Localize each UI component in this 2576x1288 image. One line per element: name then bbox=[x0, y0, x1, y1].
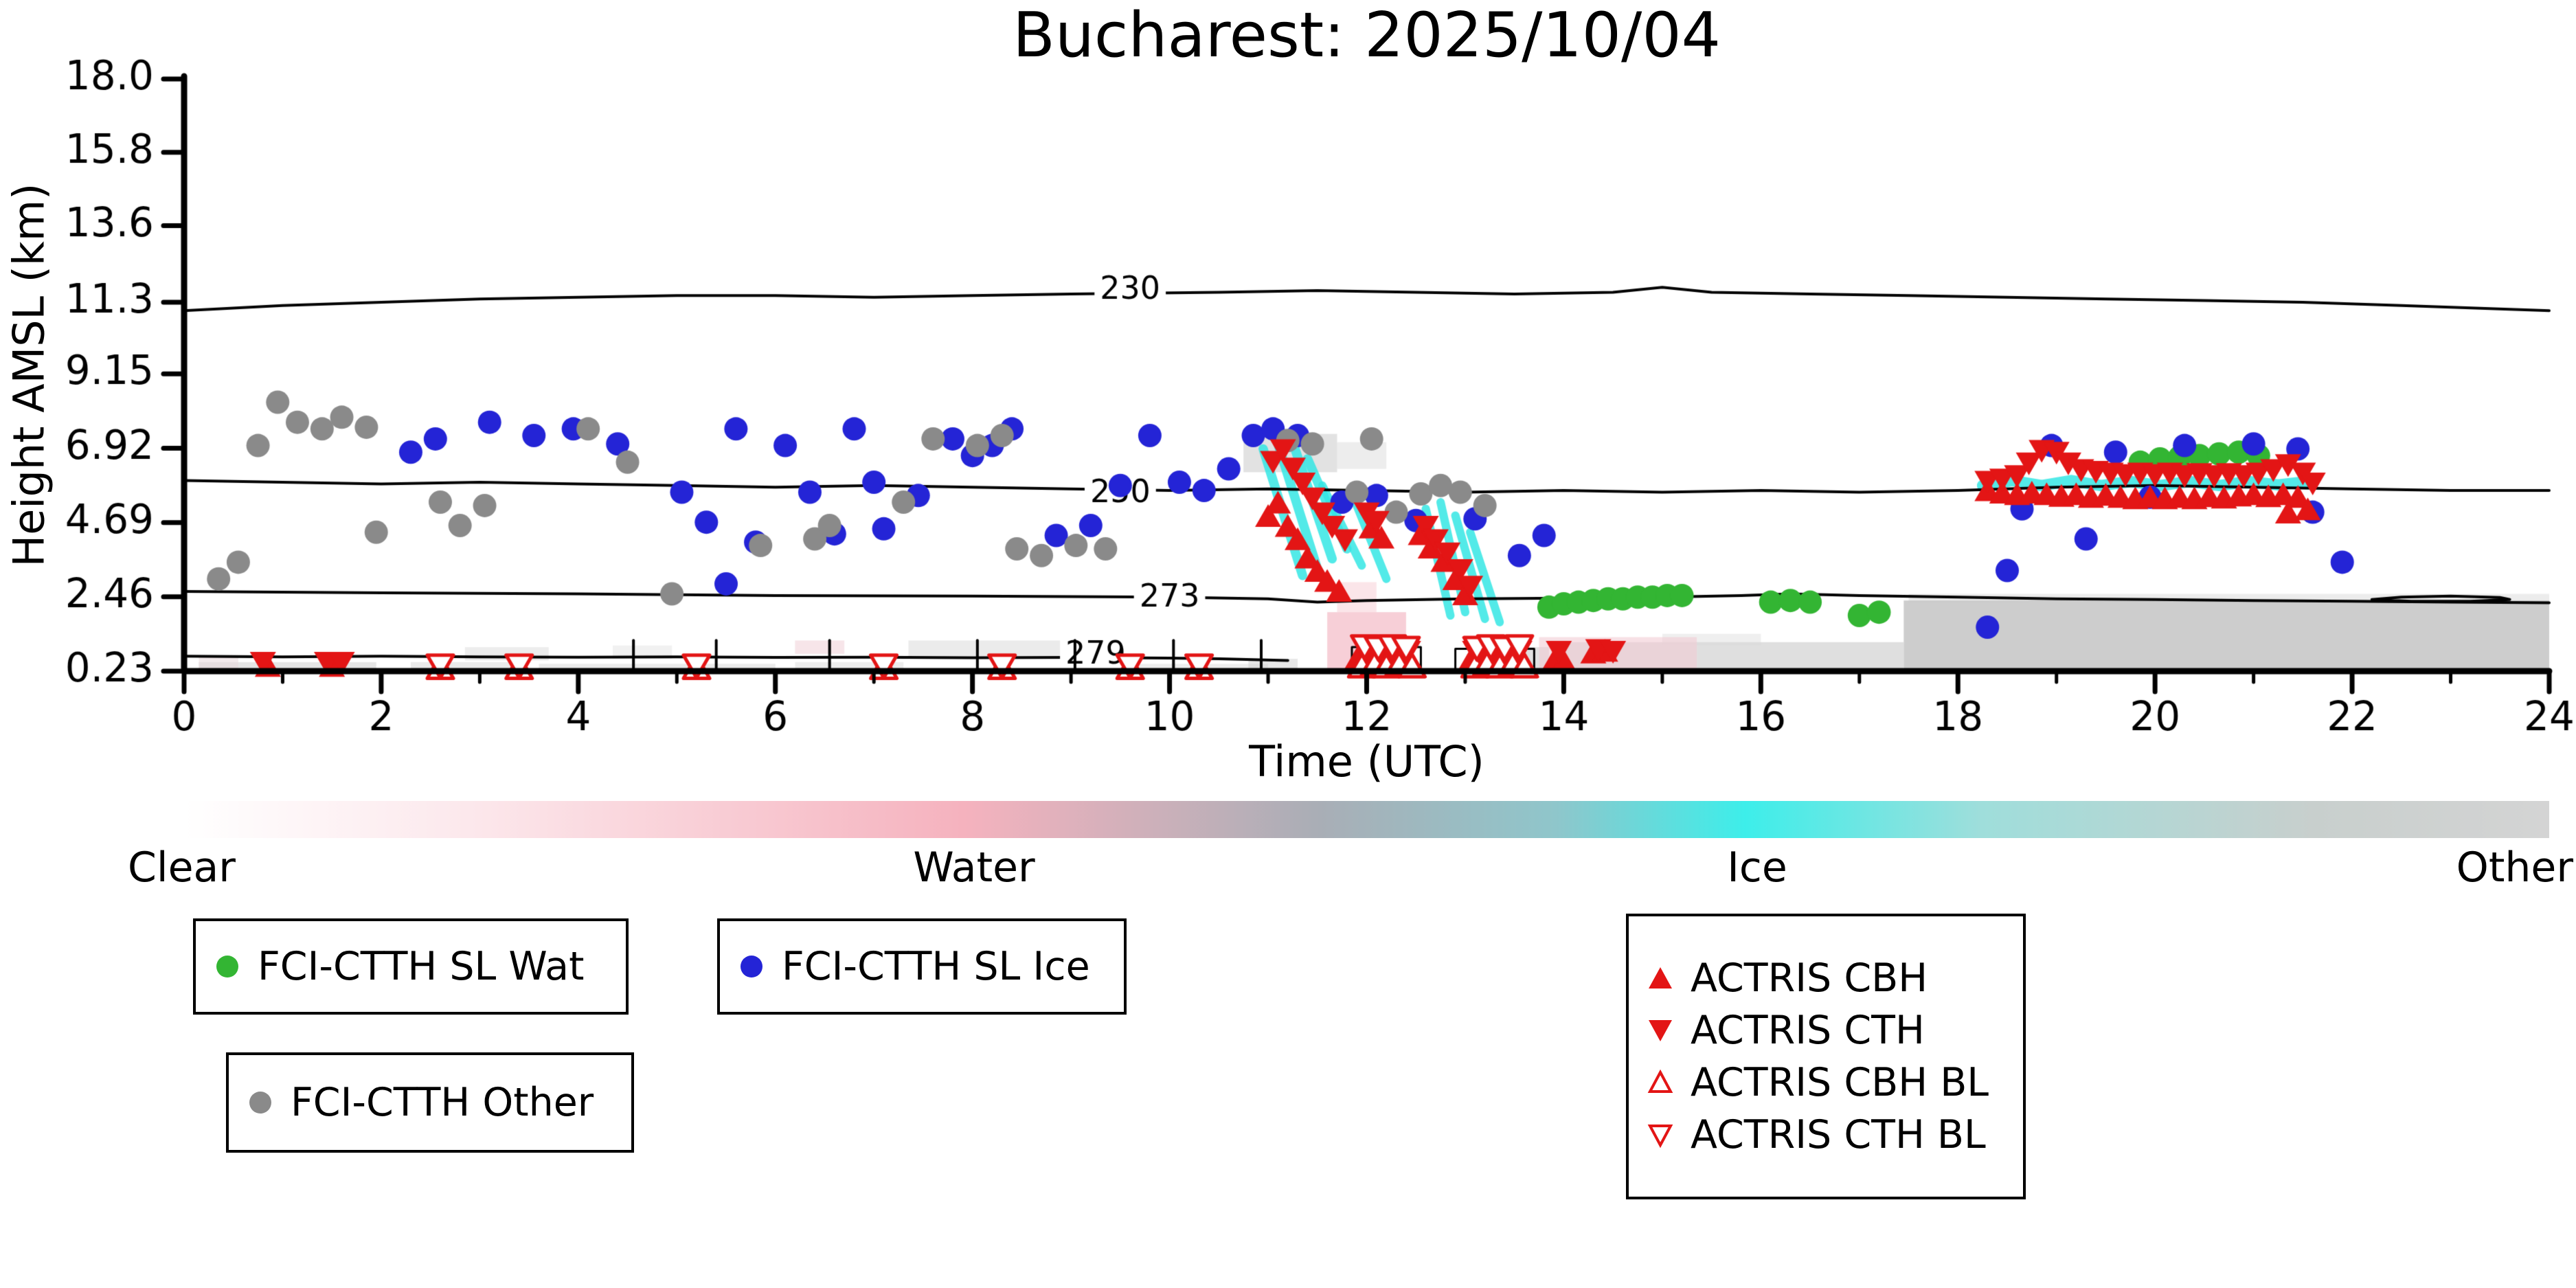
legend-box-sl-ice: FCI-CTTH SL Ice bbox=[717, 918, 1127, 1015]
legend-item-actris-cbh-bl: ACTRIS CBH BL bbox=[1647, 1060, 2005, 1105]
legend-label-other: FCI-CTTH Other bbox=[291, 1080, 594, 1125]
colorbar-label-ice: Ice bbox=[1727, 844, 1787, 892]
legend-label-actris-cbh: ACTRIS CBH bbox=[1691, 956, 1928, 1001]
legend-box-actris: ACTRIS CBH ACTRIS CTH ACTRIS CBH BL ACTR… bbox=[1626, 914, 2026, 1199]
legend-item-sl-wat: FCI-CTTH SL Wat bbox=[214, 944, 608, 989]
x-axis-label: Time (UTC) bbox=[1249, 736, 1484, 787]
legend-box-sl-wat: FCI-CTTH SL Wat bbox=[193, 918, 629, 1015]
red-open-triangle-up-icon bbox=[1647, 1069, 1673, 1093]
blue-circle-marker-icon bbox=[741, 956, 762, 978]
colorbar-label-other: Other bbox=[2456, 844, 2573, 892]
y-axis-label: Height AMSL (km) bbox=[3, 183, 54, 567]
classification-colorbar bbox=[184, 801, 2549, 838]
colorbar-label-water: Water bbox=[913, 844, 1035, 892]
legend-label-actris-cth: ACTRIS CTH bbox=[1691, 1008, 1925, 1053]
red-triangle-down-icon bbox=[1649, 1020, 1672, 1041]
legend-item-sl-ice: FCI-CTTH SL Ice bbox=[738, 944, 1106, 989]
legend-item-actris-cth: ACTRIS CTH bbox=[1647, 1008, 2005, 1053]
legend-label-actris-cbh-bl: ACTRIS CBH BL bbox=[1691, 1060, 1989, 1105]
red-triangle-up-icon bbox=[1649, 967, 1672, 988]
green-circle-marker-icon bbox=[216, 956, 238, 978]
legend-label-sl-wat: FCI-CTTH SL Wat bbox=[258, 944, 585, 989]
legend-item-actris-cbh: ACTRIS CBH bbox=[1647, 956, 2005, 1001]
legend-item-actris-cth-bl: ACTRIS CTH BL bbox=[1647, 1112, 2005, 1157]
legend-box-other: FCI-CTTH Other bbox=[226, 1052, 634, 1153]
legend-label-sl-ice: FCI-CTTH SL Ice bbox=[782, 944, 1090, 989]
red-open-triangle-down-icon bbox=[1647, 1125, 1673, 1149]
gray-circle-marker-icon bbox=[249, 1092, 271, 1114]
legend-label-actris-cth-bl: ACTRIS CTH BL bbox=[1691, 1112, 1986, 1157]
time-height-plot-canvas bbox=[0, 0, 2576, 783]
legend-item-other: FCI-CTTH Other bbox=[247, 1080, 613, 1125]
colorbar-label-clear: Clear bbox=[128, 844, 236, 892]
